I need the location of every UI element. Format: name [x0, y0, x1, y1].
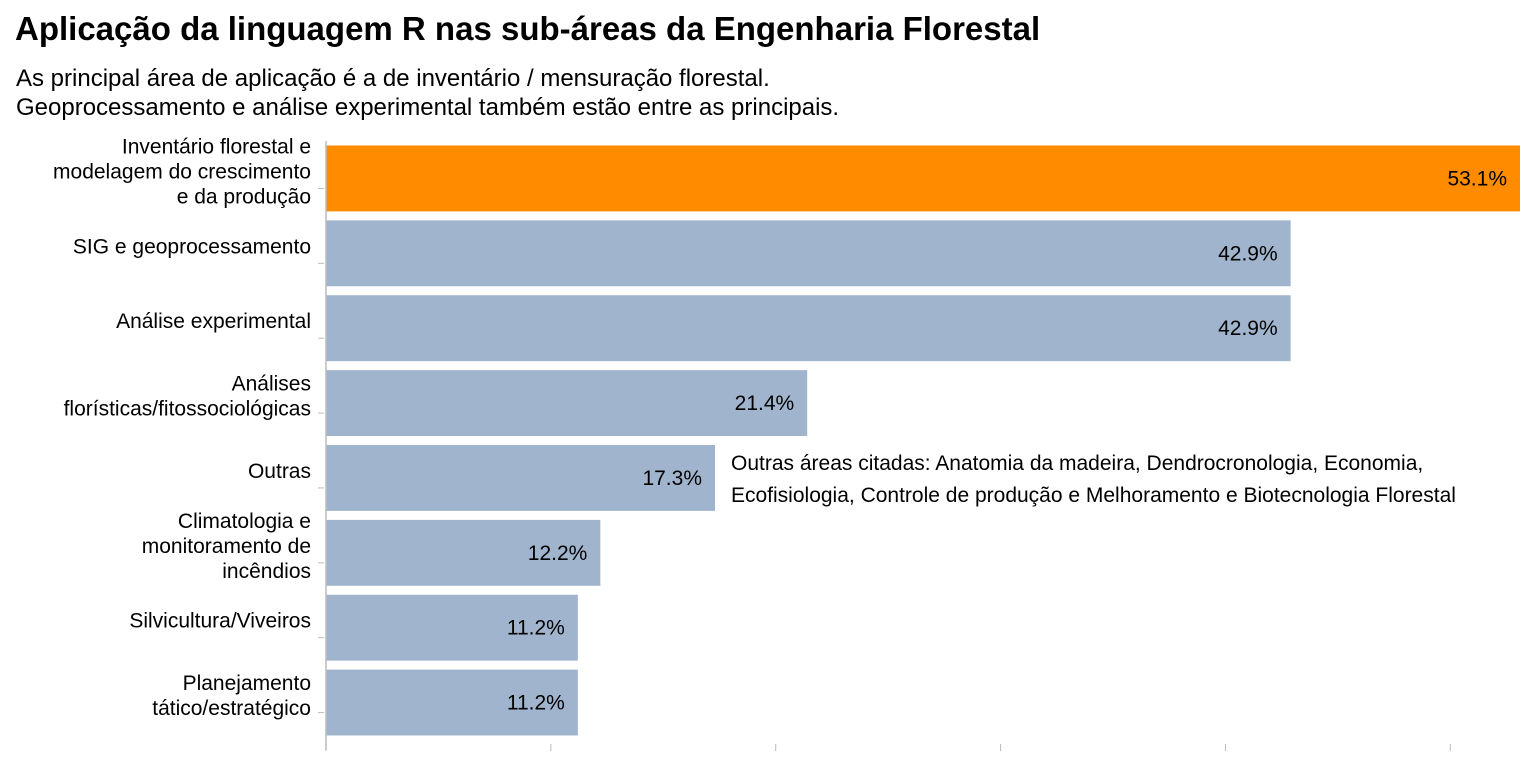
annotation-text: Outras áreas citadas: Anatomia da madeir… — [731, 452, 1456, 507]
bar — [326, 220, 1291, 287]
category-label: Análises florísticas/fitossociológicas — [64, 373, 311, 421]
value-label: 11.2% — [507, 617, 565, 640]
value-label: 11.2% — [507, 692, 565, 715]
bar — [326, 444, 716, 511]
bar — [326, 295, 1291, 362]
category-label: Climatologia e monitoramento de incêndios — [142, 510, 311, 583]
value-label: 42.9% — [1218, 242, 1278, 265]
chart-subtitle: As principal área de aplicação é a de in… — [16, 64, 839, 122]
bar — [326, 145, 1520, 212]
bar — [326, 519, 601, 586]
bar — [326, 370, 808, 437]
category-label: SIG e geoprocessamento — [73, 235, 311, 258]
value-label: 42.9% — [1218, 317, 1278, 340]
value-label: 21.4% — [735, 392, 795, 415]
subtitle-line-1: As principal área de aplicação é a de in… — [16, 65, 770, 92]
value-label: 53.1% — [1447, 167, 1507, 190]
category-label: Outras — [248, 460, 311, 483]
subtitle-line-2: Geoprocessamento e análise experimental … — [16, 94, 840, 121]
bar — [326, 594, 578, 661]
bar — [326, 669, 578, 736]
chart-title: Aplicação da linguagem R nas sub-áreas d… — [15, 10, 1041, 47]
value-label: 12.2% — [528, 542, 588, 565]
category-label: Planejamento tático/estratégico — [152, 672, 311, 720]
value-label: 17.3% — [642, 467, 702, 490]
category-label: Inventário florestal e modelagem do cresc… — [53, 135, 311, 208]
category-label: Análise experimental — [116, 310, 311, 333]
category-label: Silvicultura/Viveiros — [129, 610, 311, 633]
